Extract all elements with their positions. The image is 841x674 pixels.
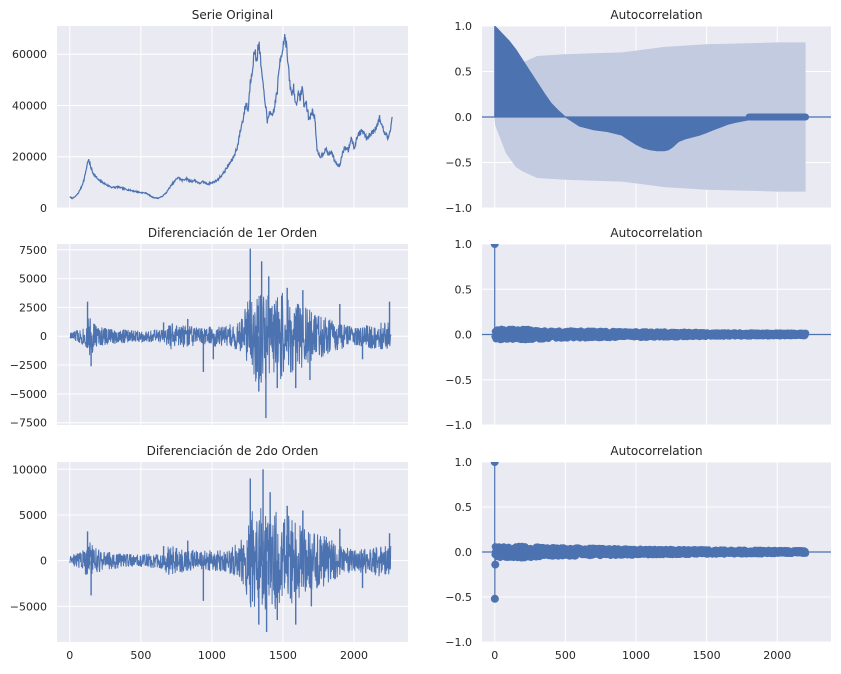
acf-point: [490, 594, 499, 603]
acf-point: [802, 329, 810, 337]
y-tick-label: 1.0: [455, 456, 473, 469]
x-tick-label: 1000: [622, 649, 650, 662]
y-tick-label: 1.0: [455, 20, 473, 33]
x-tick-label: 0: [66, 649, 73, 662]
y-tick-label: 1.0: [455, 238, 473, 251]
y-tick-label: 0.0: [455, 329, 473, 342]
y-tick-label: 0.0: [455, 546, 473, 559]
x-tick-label: 1500: [693, 649, 721, 662]
y-tick-label: 5000: [19, 509, 47, 522]
y-tick-label: −0.5: [445, 591, 472, 604]
y-tick-label: −1.0: [445, 202, 472, 215]
x-tick-label: 1500: [269, 649, 297, 662]
acf-point: [490, 244, 499, 248]
x-tick-label: 1000: [198, 649, 226, 662]
y-tick-label: 20000: [12, 151, 47, 164]
chart-title: Autocorrelation: [610, 8, 702, 22]
y-tick-label: −1.0: [445, 419, 472, 432]
y-tick-label: 0.0: [455, 111, 473, 124]
chart-title: Autocorrelation: [610, 444, 702, 458]
plot-content: [69, 33, 393, 200]
chart-title: Diferenciación de 2do Orden: [147, 444, 319, 458]
acf-point: [802, 549, 810, 557]
y-tick-label: −2500: [10, 359, 47, 372]
chart-panel-2: Autocorrelation −1.0 −0.5 0.0 0.5 1.0: [445, 8, 831, 215]
acf-point: [491, 560, 500, 569]
chart-panel-4: Autocorrelation −1.0 −0.5 0.0 0.5 1.0: [445, 226, 831, 432]
y-tick-label: −0.5: [445, 374, 472, 387]
x-tick-label: 500: [130, 649, 151, 662]
x-tick-label: 2000: [340, 649, 368, 662]
y-tick-label: 2500: [19, 301, 47, 314]
chart-panel-1: Serie Original 0 20000 40000 60000: [12, 8, 408, 215]
plot-content: [69, 248, 392, 419]
y-tick-label: 0.5: [455, 283, 473, 296]
plot-area: [57, 26, 408, 208]
y-tick-label: −0.5: [445, 157, 472, 170]
acf-area: [494, 26, 806, 152]
y-tick-label: 0: [40, 330, 47, 343]
y-tick-label: 60000: [12, 48, 47, 61]
y-tick-label: 10000: [12, 463, 47, 476]
plot-content: [482, 244, 831, 344]
plot-content: [482, 26, 831, 192]
y-tick-label: 5000: [19, 273, 47, 286]
y-tick-label: −7500: [10, 417, 47, 430]
y-tick-label: −5000: [10, 388, 47, 401]
chart-title: Autocorrelation: [610, 226, 702, 240]
acf-point: [490, 462, 499, 466]
chart-panel-3: Diferenciación de 1er Orden −7500 −5000 −25…: [10, 226, 408, 430]
chart-panel-5: Diferenciación de 2do Orden−500005000100…: [10, 444, 408, 662]
y-tick-label: 0: [40, 202, 47, 215]
y-tick-label: 0.5: [455, 501, 473, 514]
y-tick-label: 7500: [19, 244, 47, 257]
chart-title: Diferenciación de 1er Orden: [148, 226, 317, 240]
chart-title: Serie Original: [192, 8, 273, 22]
chart-panel-6: Autocorrelation −1.0 −0.5 0.0 0.5 1.0 0 500 1000…: [445, 444, 831, 662]
series-line: [69, 33, 393, 200]
plot-content: [69, 469, 392, 632]
y-tick-label: −5000: [10, 600, 47, 613]
x-tick-label: 0: [491, 649, 498, 662]
plot-content: [482, 462, 831, 603]
series-line: [69, 508, 392, 610]
x-tick-label: 2000: [763, 649, 791, 662]
y-tick-label: −1.0: [445, 636, 472, 649]
y-tick-label: 0: [40, 555, 47, 568]
x-tick-label: 500: [555, 649, 576, 662]
series-line: [69, 292, 392, 383]
acf-markers: [491, 542, 810, 562]
y-tick-label: 0.5: [455, 66, 473, 79]
y-tick-label: 40000: [12, 99, 47, 112]
